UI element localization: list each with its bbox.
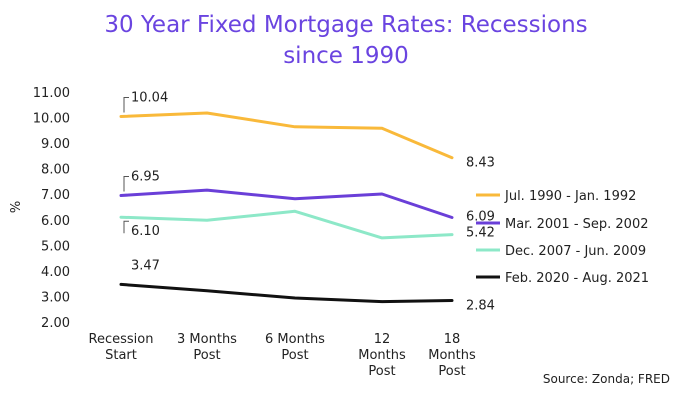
- chart-title-line-1: 30 Year Fixed Mortgage Rates: Recessions: [104, 12, 588, 38]
- series-line-3: [119, 209, 454, 240]
- start-label-leader: [123, 97, 129, 113]
- x-tick-label: Start: [105, 348, 137, 363]
- x-tick-label: Post: [368, 364, 395, 379]
- y-tick-label: 5.00: [41, 239, 70, 254]
- legend-label: Jul. 1990 - Jan. 1992: [504, 189, 636, 204]
- x-tick-label: Recession: [89, 332, 154, 347]
- x-tick-label: Months: [428, 348, 476, 363]
- start-value-label: 6.10: [131, 224, 160, 239]
- y-tick-label: 10.00: [33, 112, 70, 127]
- chart-title-line-2: since 1990: [283, 43, 409, 69]
- start-label-leader: [123, 176, 129, 192]
- y-tick-label: 3.00: [41, 290, 70, 305]
- start-value-label: 3.47: [131, 258, 160, 273]
- x-tick-label: Post: [438, 364, 465, 379]
- x-tick-label: Post: [193, 348, 220, 363]
- x-tick-label: Post: [281, 348, 308, 363]
- start-value-label: 10.04: [131, 91, 168, 106]
- x-tick-label: 18: [444, 332, 461, 347]
- y-tick-label: 9.00: [41, 137, 70, 152]
- series-line-4: [119, 282, 454, 304]
- chart-title: 30 Year Fixed Mortgage Rates: Recessions…: [0, 10, 692, 72]
- end-value-label: 2.84: [466, 299, 495, 314]
- legend-label: Dec. 2007 - Jun. 2009: [505, 244, 646, 259]
- series-line-1: [119, 111, 454, 160]
- x-tick-label: 3 Months: [177, 332, 237, 347]
- end-value-label: 8.43: [466, 156, 495, 171]
- start-label-leader: [123, 220, 129, 234]
- x-tick-label: Months: [358, 348, 406, 363]
- y-tick-label: 2.00: [41, 316, 70, 331]
- y-tick-label: 11.00: [33, 86, 70, 101]
- start-value-label: 6.95: [131, 170, 160, 185]
- end-value-label: 5.42: [466, 226, 495, 241]
- y-tick-label: 8.00: [41, 163, 70, 178]
- y-tick-label: 4.00: [41, 265, 70, 280]
- x-tick-label: 12: [374, 332, 391, 347]
- y-tick-label: 6.00: [41, 214, 70, 229]
- legend-label: Mar. 2001 - Sep. 2002: [505, 217, 649, 232]
- y-tick-label: 7.00: [41, 188, 70, 203]
- legend-label: Feb. 2020 - Aug. 2021: [505, 271, 649, 286]
- y-axis-label: %: [9, 201, 24, 213]
- source-note: Source: Zonda; FRED: [542, 372, 670, 386]
- end-value-label: 6.09: [466, 209, 495, 224]
- x-tick-label: 6 Months: [265, 332, 325, 347]
